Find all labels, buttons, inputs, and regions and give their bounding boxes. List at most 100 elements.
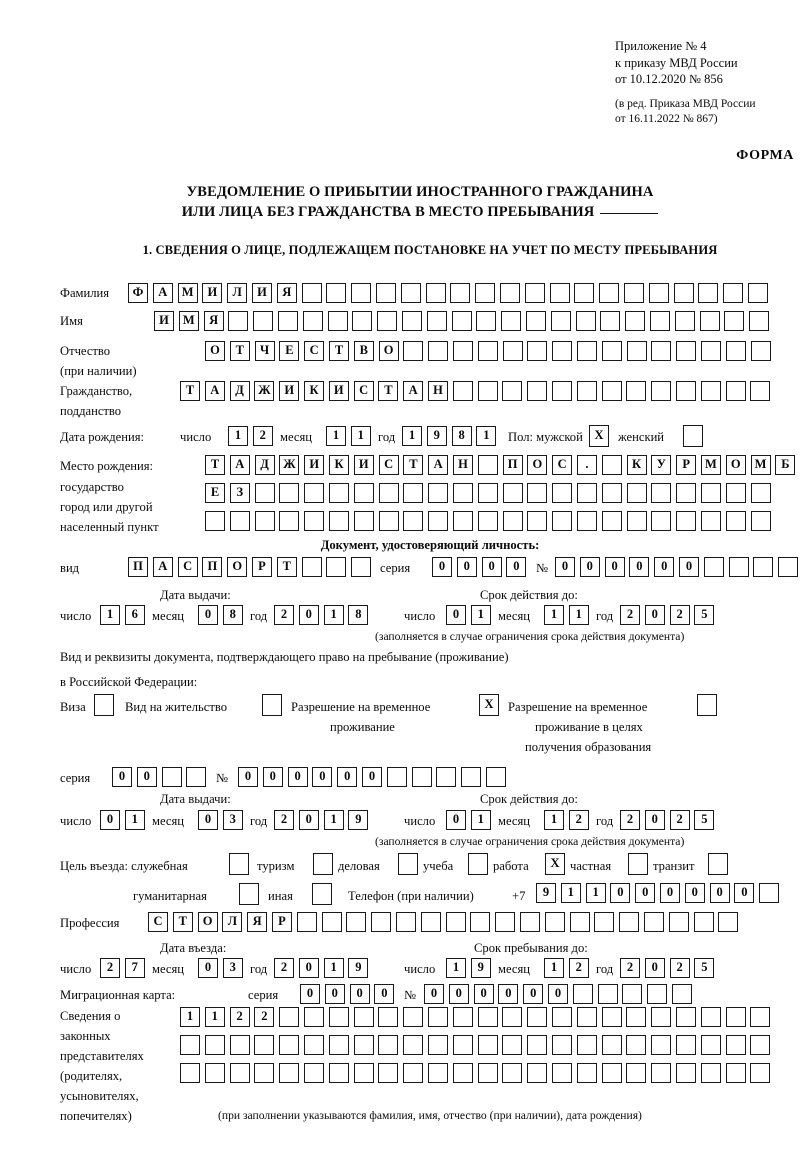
- char-cell[interactable]: [527, 1007, 548, 1027]
- char-cell[interactable]: 2: [274, 958, 294, 978]
- char-cell[interactable]: П: [128, 557, 148, 577]
- char-cell[interactable]: [346, 912, 367, 932]
- char-cell[interactable]: 0: [349, 984, 370, 1004]
- char-cell[interactable]: 2: [620, 958, 640, 978]
- char-cell[interactable]: 1: [470, 810, 491, 830]
- char-cell[interactable]: [296, 912, 317, 932]
- char-cell[interactable]: 1: [446, 958, 466, 978]
- char-cell[interactable]: [725, 483, 746, 503]
- purpose-humanitarian-checkbox[interactable]: [239, 883, 259, 905]
- char-cell[interactable]: [725, 1063, 746, 1083]
- char-cell[interactable]: 2: [100, 958, 120, 978]
- char-cell[interactable]: [675, 1035, 696, 1055]
- purpose-tourism-checkbox[interactable]: [313, 853, 333, 875]
- char-cell[interactable]: [451, 311, 472, 331]
- purpose-transit-checkbox[interactable]: [708, 853, 728, 875]
- char-cell[interactable]: 0: [298, 605, 319, 625]
- char-cell[interactable]: [549, 283, 570, 303]
- char-cell[interactable]: 0: [262, 767, 283, 787]
- char-cell[interactable]: [327, 311, 348, 331]
- char-cell[interactable]: 1: [585, 883, 606, 903]
- char-cell[interactable]: [477, 1063, 498, 1083]
- char-cell[interactable]: [353, 511, 374, 531]
- char-cell[interactable]: Т: [180, 381, 200, 401]
- char-cell[interactable]: [445, 912, 466, 932]
- char-cell[interactable]: [502, 1063, 523, 1083]
- temp-residence-checkbox[interactable]: Х: [479, 694, 499, 716]
- char-cell[interactable]: [502, 483, 523, 503]
- char-cell[interactable]: [426, 311, 447, 331]
- char-cell[interactable]: [326, 283, 347, 303]
- char-cell[interactable]: 9: [536, 883, 556, 903]
- char-cell[interactable]: [601, 1035, 622, 1055]
- char-cell[interactable]: О: [197, 912, 218, 932]
- char-cell[interactable]: 0: [312, 767, 333, 787]
- char-cell[interactable]: [279, 483, 300, 503]
- char-cell[interactable]: А: [403, 381, 424, 401]
- char-cell[interactable]: 0: [446, 810, 466, 830]
- char-cell[interactable]: И: [202, 283, 223, 303]
- char-cell[interactable]: [599, 283, 620, 303]
- char-cell[interactable]: [723, 283, 744, 303]
- char-cell[interactable]: [403, 1035, 424, 1055]
- char-cell[interactable]: 1: [544, 958, 564, 978]
- char-cell[interactable]: [477, 341, 498, 361]
- char-cell[interactable]: 1: [476, 426, 497, 446]
- sex-male-checkbox[interactable]: Х: [589, 425, 609, 447]
- char-cell[interactable]: [700, 341, 721, 361]
- char-cell[interactable]: З: [229, 483, 250, 503]
- char-cell[interactable]: [321, 912, 342, 932]
- char-cell[interactable]: О: [725, 455, 746, 475]
- char-cell[interactable]: 0: [198, 810, 218, 830]
- char-cell[interactable]: [395, 912, 416, 932]
- char-cell[interactable]: 1: [350, 426, 371, 446]
- char-cell[interactable]: [452, 1063, 473, 1083]
- char-cell[interactable]: [204, 1063, 225, 1083]
- char-cell[interactable]: И: [251, 283, 272, 303]
- char-cell[interactable]: [351, 283, 372, 303]
- char-cell[interactable]: 0: [473, 984, 494, 1004]
- char-cell[interactable]: [436, 767, 457, 787]
- char-cell[interactable]: К: [626, 455, 647, 475]
- char-cell[interactable]: [328, 1035, 349, 1055]
- char-cell[interactable]: [427, 1007, 448, 1027]
- char-cell[interactable]: [597, 984, 618, 1004]
- char-cell[interactable]: [651, 511, 672, 531]
- char-cell[interactable]: [673, 283, 694, 303]
- char-cell[interactable]: [351, 557, 372, 577]
- char-cell[interactable]: [254, 511, 275, 531]
- char-cell[interactable]: А: [152, 557, 173, 577]
- char-cell[interactable]: Л: [222, 912, 243, 932]
- char-cell[interactable]: И: [154, 311, 174, 331]
- char-cell[interactable]: А: [152, 283, 173, 303]
- purpose-work-checkbox[interactable]: Х: [545, 853, 565, 875]
- char-cell[interactable]: 0: [604, 557, 625, 577]
- char-cell[interactable]: [552, 511, 573, 531]
- char-cell[interactable]: 0: [424, 984, 444, 1004]
- char-cell[interactable]: 0: [523, 984, 544, 1004]
- char-cell[interactable]: [750, 341, 771, 361]
- char-cell[interactable]: [527, 511, 548, 531]
- char-cell[interactable]: 0: [659, 883, 680, 903]
- char-cell[interactable]: [676, 341, 697, 361]
- char-cell[interactable]: [700, 381, 721, 401]
- char-cell[interactable]: Т: [172, 912, 193, 932]
- char-cell[interactable]: 1: [323, 810, 344, 830]
- char-cell[interactable]: [750, 483, 771, 503]
- char-cell[interactable]: 0: [644, 958, 665, 978]
- char-cell[interactable]: 1: [560, 883, 581, 903]
- char-cell[interactable]: .: [576, 455, 597, 475]
- char-cell[interactable]: [626, 381, 647, 401]
- char-cell[interactable]: [525, 311, 546, 331]
- char-cell[interactable]: 2: [274, 605, 294, 625]
- char-cell[interactable]: [527, 483, 548, 503]
- char-cell[interactable]: [353, 483, 374, 503]
- char-cell[interactable]: [576, 1007, 597, 1027]
